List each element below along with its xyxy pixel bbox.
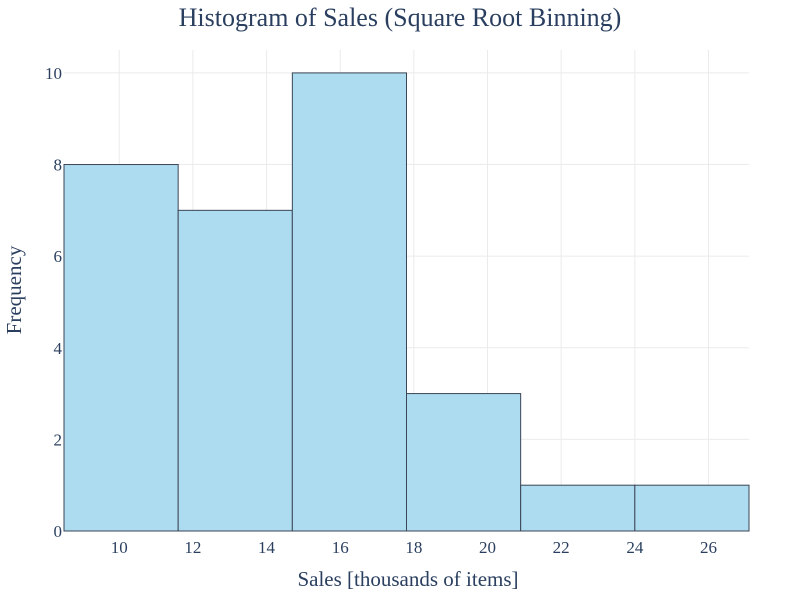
x-tick-label: 14 [258, 538, 276, 557]
chart-title: Histogram of Sales (Square Root Binning) [179, 3, 622, 32]
histogram-bar [520, 484, 636, 532]
y-tick-label: 8 [54, 156, 63, 175]
x-tick-label: 12 [184, 538, 201, 557]
x-tick-label: 20 [479, 538, 496, 557]
x-tick-label: 16 [332, 538, 349, 557]
x-tick-label: 26 [700, 538, 717, 557]
histogram-bar [291, 72, 408, 532]
y-tick-label: 4 [54, 339, 63, 358]
histogram-bar [63, 164, 179, 532]
histogram-bar [634, 484, 750, 532]
x-tick-label: 24 [626, 538, 644, 557]
y-tick-label: 2 [54, 430, 63, 449]
y-tick-label: 0 [54, 522, 63, 541]
x-axis-title: Sales [thousands of items] [297, 567, 518, 591]
bar-layer [63, 72, 750, 532]
x-tick-label: 22 [553, 538, 570, 557]
y-tick-label: 6 [54, 247, 63, 266]
histogram-bar [406, 393, 522, 532]
histogram-bar [177, 209, 293, 532]
y-tick-label: 10 [45, 64, 62, 83]
x-tick-label: 10 [111, 538, 128, 557]
y-axis-title: Frequency [2, 245, 26, 334]
x-tick-label: 18 [405, 538, 422, 557]
